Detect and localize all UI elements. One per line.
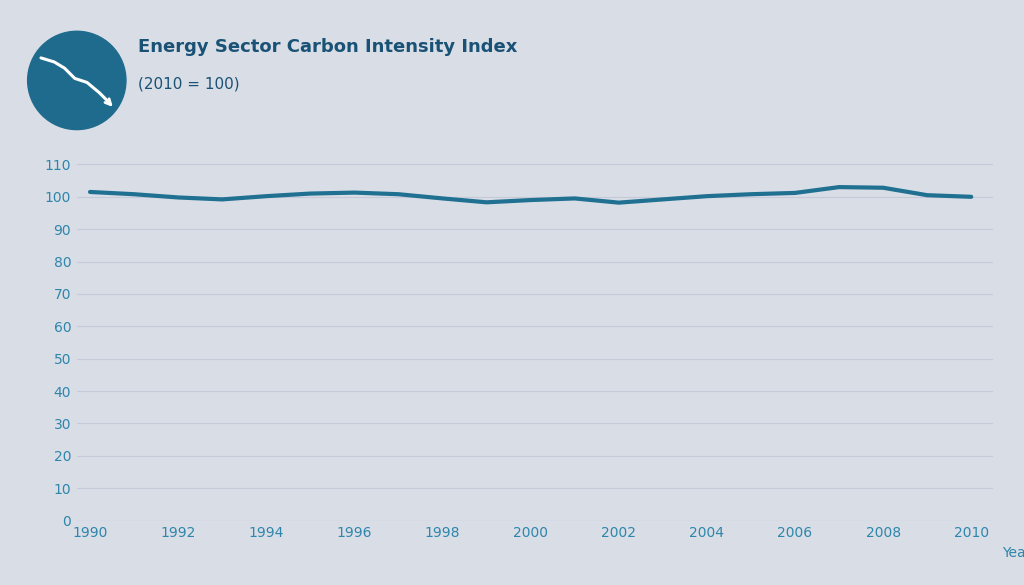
Text: Energy Sector Carbon Intensity Index: Energy Sector Carbon Intensity Index	[138, 38, 517, 56]
Circle shape	[28, 31, 126, 129]
Text: Year: Year	[1001, 546, 1024, 560]
Text: (2010 = 100): (2010 = 100)	[138, 76, 240, 91]
